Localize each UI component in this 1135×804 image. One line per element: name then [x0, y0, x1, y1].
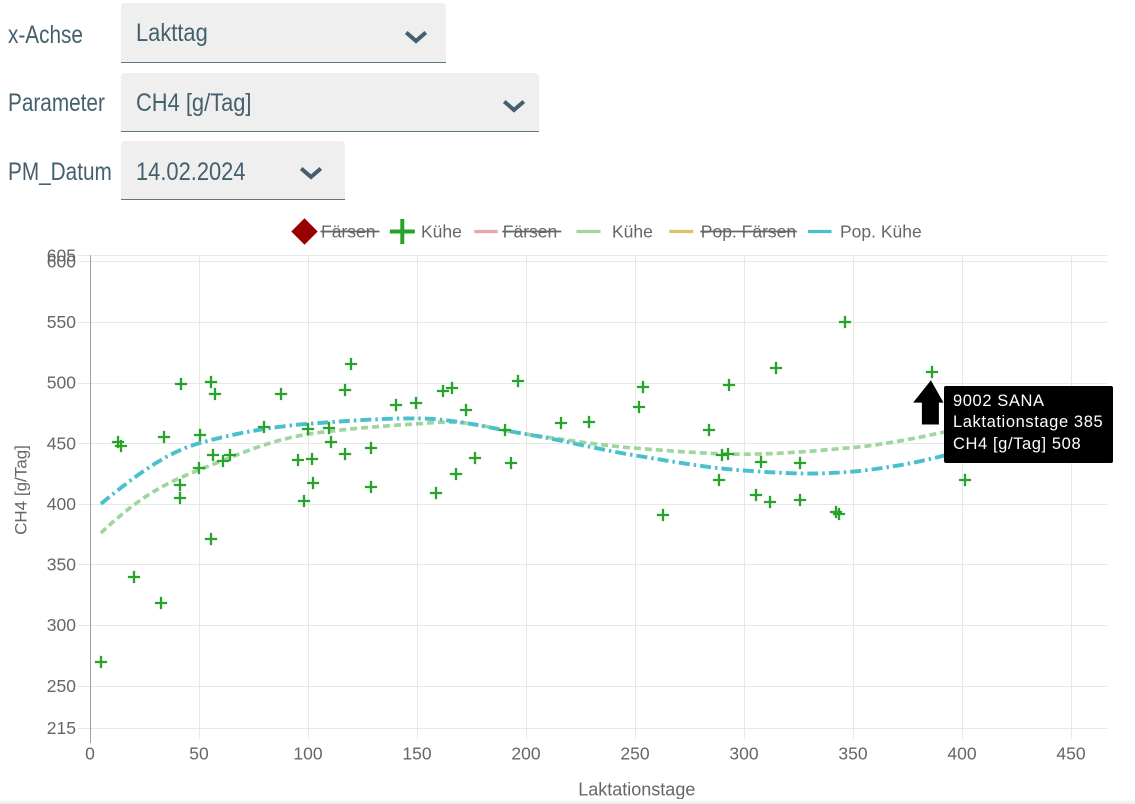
svg-text:100: 100 [293, 744, 322, 764]
svg-text:150: 150 [402, 744, 431, 764]
svg-text:350: 350 [47, 555, 76, 575]
svg-text:CH4 [g/Tag]: CH4 [g/Tag] [12, 445, 31, 535]
svg-text:215: 215 [47, 718, 76, 738]
svg-text:Kühe: Kühe [421, 222, 462, 242]
svg-text:Pop. Kühe: Pop. Kühe [840, 222, 922, 242]
svg-text:400: 400 [947, 744, 976, 764]
svg-text:600: 600 [47, 251, 76, 271]
svg-text:550: 550 [47, 312, 76, 332]
svg-text:250: 250 [620, 744, 649, 764]
svg-text:605: 605 [47, 245, 76, 265]
svg-text:0: 0 [85, 744, 95, 764]
svg-text:250: 250 [47, 676, 76, 696]
svg-text:450: 450 [47, 433, 76, 453]
svg-text:Laktationstage: Laktationstage [578, 779, 695, 799]
svg-text:350: 350 [838, 744, 867, 764]
svg-text:200: 200 [511, 744, 540, 764]
svg-text:450: 450 [1056, 744, 1085, 764]
svg-text:300: 300 [47, 615, 76, 635]
svg-text:400: 400 [47, 494, 76, 514]
svg-text:Kühe: Kühe [612, 222, 653, 242]
svg-text:500: 500 [47, 373, 76, 393]
svg-text:300: 300 [729, 744, 758, 764]
svg-text:50: 50 [189, 744, 209, 764]
